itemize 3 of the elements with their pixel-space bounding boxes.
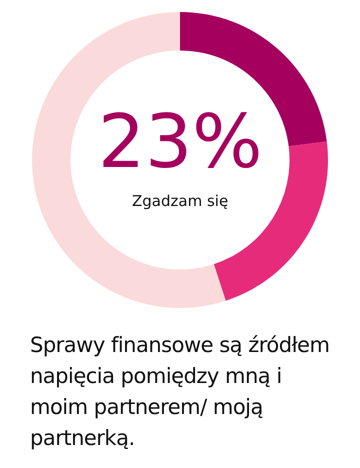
slice-label: Zgadzam się (132, 192, 228, 210)
data-label: 23% (98, 99, 262, 185)
text: Sprawy finansowe są źródłem napięcia pomiędzy mną i moim partnerem/ moją partnerką. (30, 332, 330, 452)
